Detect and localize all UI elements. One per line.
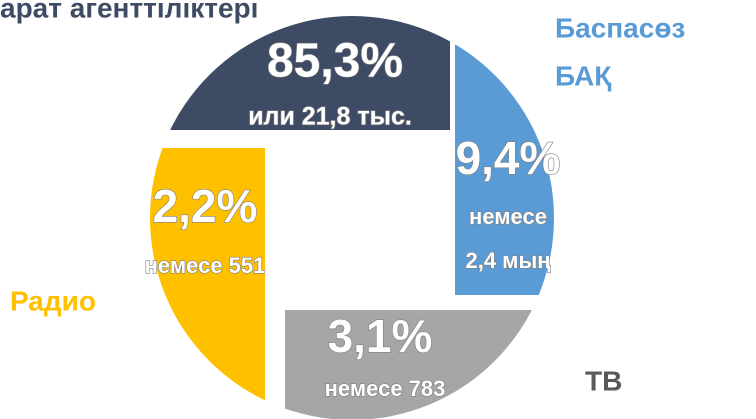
- value-label: 3,1%: [328, 310, 433, 362]
- value-label: 9,4%: [456, 132, 561, 184]
- value-label: 85,3%: [267, 35, 403, 88]
- sub-label: 2,4 мың: [465, 248, 551, 273]
- segment: [285, 310, 532, 419]
- sub-label: немесе: [469, 204, 547, 229]
- sub-label: немесе 551: [145, 253, 266, 278]
- category-label: Баспасөз: [555, 12, 685, 43]
- segment: [170, 16, 450, 130]
- category-label: ТВ: [585, 365, 622, 396]
- sub-label: или 21,8 тыс.: [248, 103, 412, 131]
- segment: [150, 148, 265, 401]
- category-label: арат агенттіліктері: [0, 0, 258, 23]
- value-label: 2,2%: [153, 180, 258, 232]
- category-label: БАҚ: [555, 60, 611, 91]
- sub-label: немесе 783: [325, 376, 446, 401]
- segment: [455, 44, 554, 295]
- category-label: Радио: [10, 285, 96, 316]
